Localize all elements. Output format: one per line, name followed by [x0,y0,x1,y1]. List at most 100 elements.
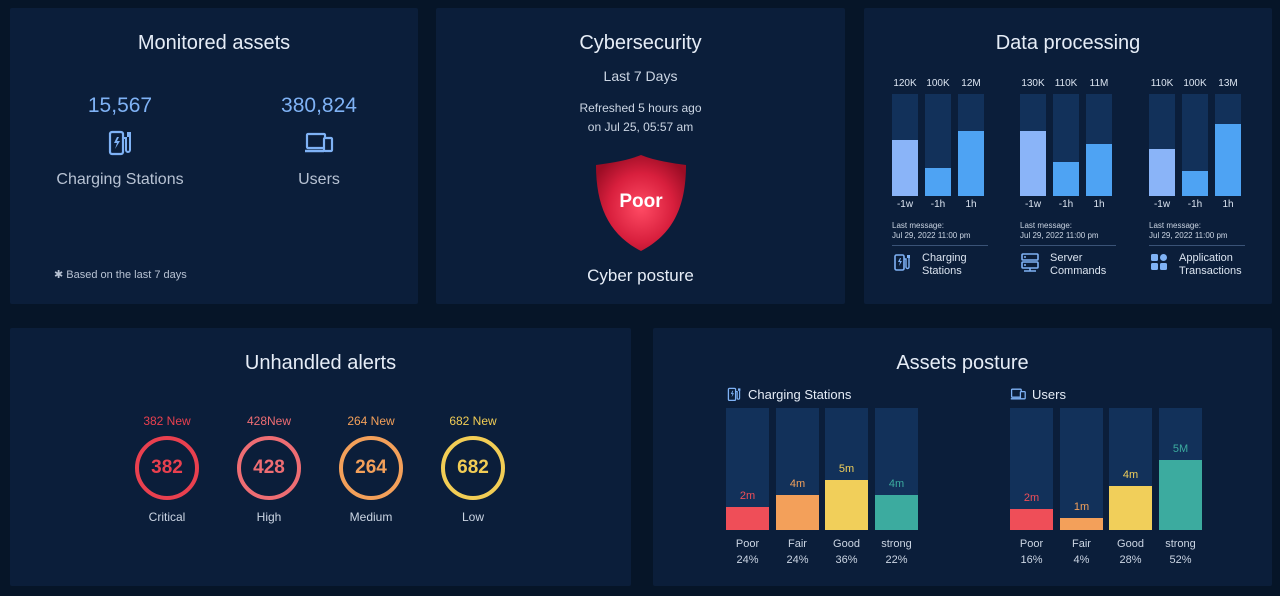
bar-value-label: 110K [1150,78,1174,89]
bar-value-label: 100K [926,78,950,89]
bar-value-label: 13M [1218,78,1238,89]
last-message-label: Last message: [892,221,945,230]
legend-line-2: Stations [922,265,962,277]
bar[interactable] [875,494,918,530]
alert-ring[interactable]: 382 [135,436,199,500]
bar-tick-label: 1h [965,199,977,210]
bar[interactable] [1086,143,1112,196]
bar[interactable] [925,168,951,196]
divider [1149,245,1245,246]
bar-tick-label: -1h [1058,199,1074,210]
alert-value: 428 [253,457,285,478]
category-percent: 4% [1073,554,1090,566]
category-label: strong 52% [1159,536,1202,568]
alert-ring[interactable]: 682 [441,436,505,500]
shield-icon [596,155,686,251]
monitored-assets-card: Monitored assets 15,567 Charging Station… [10,8,418,304]
devices-icon [1010,386,1026,402]
footnote: ✱ Based on the last 7 days [54,269,187,281]
bar-value-label: 120K [893,78,917,89]
alert-critical[interactable]: 382 New 382 Critical [127,414,207,524]
alert-new-count: 264 New [347,414,395,428]
alert-medium[interactable]: 264 New 264 Medium [331,414,411,524]
bar[interactable] [1020,130,1046,196]
charging-stations-stat[interactable]: 15,567 Charging Stations [20,94,220,189]
last-message-label: Last message: [1020,221,1073,230]
cybersecurity-title: Cybersecurity [579,32,702,54]
bar-value-label: 5m [838,462,855,475]
bar-value-label: 2m [1023,492,1040,505]
bar-value-label: 5M [1172,443,1189,456]
data-processing-group[interactable]: 130K 110K 11M -1w -1h 1h Last message: Jul 29, … [1020,78,1116,280]
bar-tick-label: 1h [1093,199,1105,210]
bar[interactable] [825,479,868,530]
legend-line-1: Charging [922,252,967,264]
category-name: Poor [735,538,760,550]
users-stat[interactable]: 380,824 Users [219,94,419,189]
posture-bar-chart: 2m 1m 4m 5M [1010,408,1202,530]
bar-value-label: 130K [1021,78,1045,89]
data-processing-card: Data processing 120K 100K 12M -1w -1h 1h Last … [864,8,1272,304]
category-percent: 36% [835,554,858,566]
bar-value-label: 1m [1073,500,1090,513]
alert-ring[interactable]: 264 [339,436,403,500]
alert-severity-label: High [256,510,282,524]
category-percent: 16% [1020,554,1043,566]
last-message-time: Jul 29, 2022 11:00 pm [1020,231,1099,240]
charging-station-icon [892,252,912,272]
cyber-posture-label: Cyber posture [587,266,694,285]
alert-value: 682 [457,457,489,478]
bar-tick-label: -1h [930,199,946,210]
server-icon [1020,252,1040,272]
posture-shield[interactable]: Poor [594,153,688,253]
legend-line-1: Application [1179,252,1233,264]
bar-value-label: 2m [739,489,756,502]
alert-new-count: 682 New [449,414,497,428]
posture-chart-header: Users [1010,386,1066,402]
last-message-label: Last message: [1149,221,1202,230]
users-count: 380,824 [281,94,357,117]
bar[interactable] [776,494,819,530]
bar[interactable] [1053,162,1079,196]
category-percent: 24% [736,554,759,566]
bar-value-label: 100K [1183,78,1207,89]
assets-posture-title: Assets posture [896,352,1029,374]
category-name: strong [881,538,912,550]
bar[interactable] [726,506,769,530]
devices-icon [305,132,334,153]
alert-low[interactable]: 682 New 682 Low [433,414,513,524]
alert-high[interactable]: 428New 428 High [229,414,309,524]
bar[interactable] [1109,486,1152,530]
category-percent: 22% [885,554,908,566]
assets-posture-card: Assets posture Charging Stations 2m 4m 5m 4m… [653,328,1272,586]
bar[interactable] [1149,149,1175,196]
bar-tick-label: -1h [1187,199,1203,210]
refreshed-date: on Jul 25, 05:57 am [587,120,694,134]
bar[interactable] [892,139,918,196]
data-processing-group[interactable]: 120K 100K 12M -1w -1h 1h Last message: Jul 29, … [892,78,988,280]
bar-value-label: 110K [1054,78,1078,89]
data-processing-group[interactable]: 110K 100K 13M -1w -1h 1h Last message: Jul 29, … [1149,78,1245,280]
category-name: Good [1117,538,1144,550]
divider [1020,245,1116,246]
bar[interactable] [958,130,984,196]
category-label: Poor 16% [1010,536,1053,568]
bar[interactable] [1215,123,1241,196]
refreshed-label: Refreshed 5 hours ago [579,101,702,115]
bar[interactable] [1010,509,1053,530]
category-percent: 28% [1119,554,1142,566]
bar-tick-label: -1w [1153,199,1171,210]
category-label: strong 22% [875,536,918,568]
bar[interactable] [1182,170,1208,196]
apps-icon [1149,252,1169,272]
bar[interactable] [1060,517,1103,530]
posture-bar-chart: 2m 4m 5m 4m [726,408,918,530]
alert-ring[interactable]: 428 [237,436,301,500]
charging-stations-label: Charging Stations [56,171,184,188]
posture-chart-name: Charging Stations [748,386,852,402]
posture-chart-header: Charging Stations [726,386,851,402]
category-label: Poor 24% [726,536,769,568]
legend-line-2: Commands [1050,265,1107,277]
bar-value-label: 4m [888,477,905,490]
bar[interactable] [1159,460,1202,530]
